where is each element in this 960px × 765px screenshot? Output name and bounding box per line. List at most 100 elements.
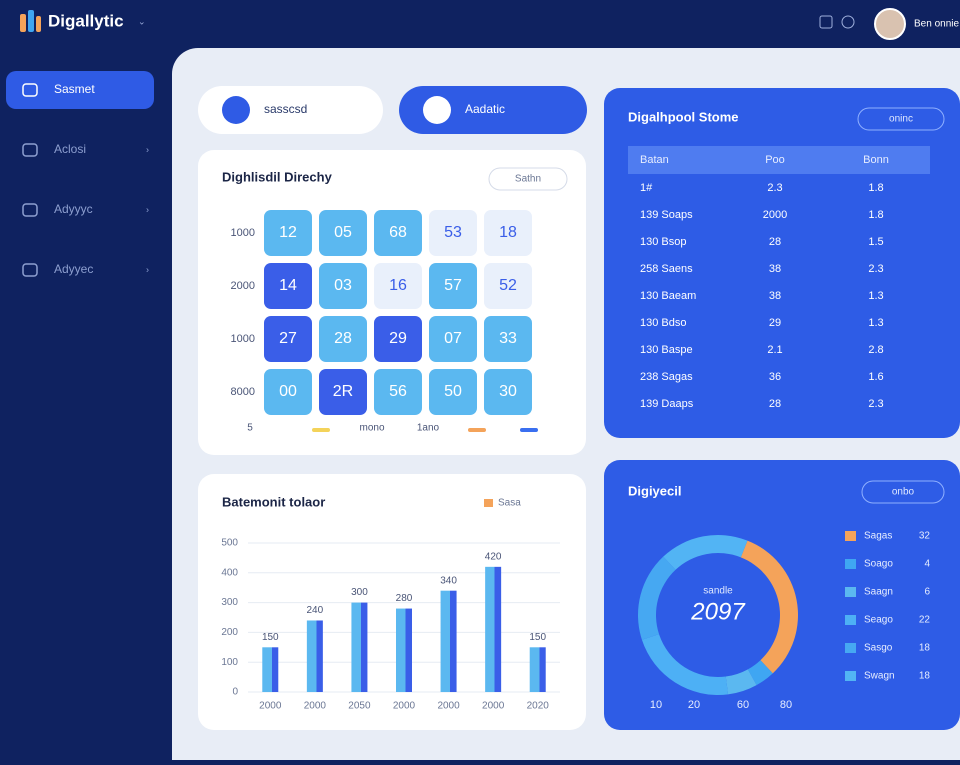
heat-cell [374,210,422,256]
heat-value: 05 [334,224,352,241]
nav-label[interactable]: Adyyyc [54,202,93,216]
table-cell: 1# [640,182,653,194]
heat-cell [264,316,312,362]
tab-icon [222,96,250,124]
heat-cell [264,369,312,415]
avatar[interactable] [874,8,906,40]
heat-footer: 1ano [417,423,440,434]
heat-value: 30 [499,383,517,400]
donut-center-value: 2097 [690,598,746,625]
table-cell: 2.3 [868,263,883,275]
heat-cell [484,210,532,256]
table-cell: 2.1 [767,344,782,356]
legend-label: Saagn [864,587,893,598]
brand-caret[interactable]: ⌄ [138,16,146,26]
heat-cell [484,263,532,309]
heat-cell [484,369,532,415]
nav-label[interactable]: Adyyec [54,262,93,276]
heat-footer: 5 [247,423,253,434]
table-cell: 139 Daaps [640,398,694,410]
table-cell: 28 [769,236,781,248]
card-button-label[interactable]: onbo [892,487,915,498]
column-header: Batan [640,154,669,166]
table-cell: 130 Baeam [640,290,696,302]
legend-label: Sasa [498,498,521,509]
tab[interactable] [198,86,383,134]
y-tick-label: 0 [232,687,238,698]
x-tick-label: 2000 [259,701,282,712]
heat-cell [374,263,422,309]
table-cell: 28 [769,398,781,410]
bar [440,590,457,692]
nav-label[interactable]: Aclosi [54,142,86,156]
column-header: Bonn [863,154,889,166]
heat-cell [429,263,477,309]
nav-active[interactable] [6,71,154,109]
table-cell: 38 [769,290,781,302]
x-tick-label: 2000 [393,701,416,712]
heat-cell [484,316,532,362]
table-cell: 1.8 [868,182,883,194]
logo-bar [28,10,34,32]
table-cell: 1.3 [868,317,883,329]
table-cell: 1.8 [868,209,883,221]
donut-segment [747,660,773,686]
donut-segment [663,534,748,570]
x-tick-label: 2050 [348,701,371,712]
card-button[interactable] [857,107,945,131]
legend-value: 18 [919,671,931,682]
table-cell: 2.3 [868,398,883,410]
card-title: Dighlisdil Direchy [222,169,333,184]
bar-value-label: 150 [262,632,279,643]
heat-cell [374,369,422,415]
tab[interactable] [399,86,587,134]
card-button-label[interactable]: Sathn [515,174,541,185]
bar-value-label: 340 [440,575,457,586]
x-tick-label: 2000 [482,701,505,712]
donut-scale: 60 [737,699,749,711]
legend-swatch [845,587,856,597]
tab-label[interactable]: Aadatic [465,102,505,116]
legend-label: Soago [864,559,893,570]
logo-bar [36,16,41,32]
bar [396,608,412,692]
table-cell: 29 [769,317,781,329]
nav-caret: › [146,264,149,274]
table-cell: 130 Bsop [640,236,686,248]
nav-label[interactable]: Sasmet [54,82,95,96]
bar-value-label: 420 [485,551,502,562]
y-tick-label: 200 [221,627,238,638]
donut-scale: 80 [780,699,792,711]
table-cell: 2000 [763,209,787,221]
nav-icon [22,203,38,217]
settings-icon[interactable] [841,15,855,29]
heat-value: 12 [279,224,297,241]
bar [529,647,546,692]
donut-segment [637,556,676,640]
heat-value: 2R [333,383,353,400]
donut-scale: 20 [688,699,700,711]
bar-value-label: 240 [307,605,324,616]
user-name[interactable]: Ben onnie [914,19,959,30]
heat-value: 33 [499,330,517,347]
notification-icon[interactable] [819,15,833,29]
heat-value: 52 [499,277,517,294]
bar-value-label: 280 [396,593,413,604]
card-button-label[interactable]: oninc [889,114,913,125]
table-cell: 238 Sagas [640,371,693,383]
column-header: Poo [765,154,785,166]
table-cell: 38 [769,263,781,275]
legend-value: 6 [924,587,930,598]
bar-value-label: 300 [351,587,368,598]
x-tick-label: 2000 [437,701,460,712]
heat-value: 16 [389,277,407,294]
card-button[interactable] [861,480,945,504]
nav-icon [22,83,38,97]
heat-footer: mono [359,423,384,434]
bar [485,566,502,692]
heat-value: 00 [279,383,297,400]
x-tick-label: 2020 [527,701,550,712]
card-button[interactable] [488,167,568,191]
tab-label[interactable]: sasscsd [264,102,307,116]
table-cell: 139 Soaps [640,209,693,221]
